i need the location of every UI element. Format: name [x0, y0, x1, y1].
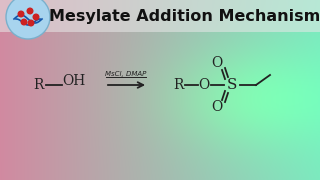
Text: OH: OH	[62, 74, 86, 88]
Circle shape	[27, 8, 33, 14]
Text: Mesylate Addition Mechanism: Mesylate Addition Mechanism	[49, 10, 320, 24]
Text: R: R	[33, 78, 43, 92]
FancyBboxPatch shape	[0, 0, 320, 32]
Text: O: O	[212, 56, 223, 70]
Text: S: S	[227, 78, 237, 92]
Text: MsCl, DMAP: MsCl, DMAP	[105, 71, 147, 77]
Circle shape	[28, 20, 34, 26]
Circle shape	[33, 14, 39, 20]
Circle shape	[18, 11, 24, 17]
Circle shape	[6, 0, 50, 39]
Circle shape	[21, 19, 27, 25]
Text: R: R	[173, 78, 183, 92]
Text: O: O	[198, 78, 210, 92]
Text: O: O	[212, 100, 223, 114]
